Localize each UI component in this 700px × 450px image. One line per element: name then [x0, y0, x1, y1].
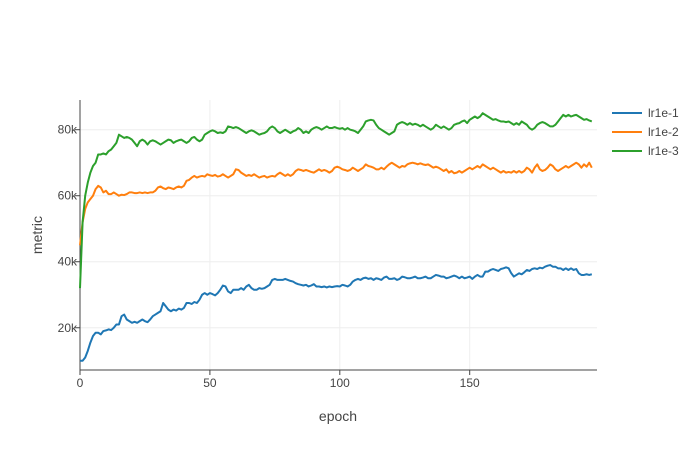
- legend-item-lr1e-2[interactable]: lr1e-2: [612, 125, 679, 139]
- x-axis-title: epoch: [319, 408, 357, 424]
- axes: 0 50 100 150 20k 40k 60k 80k: [58, 100, 597, 390]
- legend-label: lr1e-1: [648, 106, 679, 120]
- x-tick-label: 0: [77, 376, 84, 390]
- series-line-lr1e-1: [80, 264, 593, 362]
- y-axis-title: metric: [29, 216, 45, 254]
- series-lines: [79, 112, 593, 362]
- legend-item-lr1e-3[interactable]: lr1e-3: [612, 144, 679, 158]
- legend[interactable]: lr1e-1 lr1e-2 lr1e-3: [612, 106, 679, 158]
- series-line-lr1e-2: [79, 161, 593, 246]
- y-tick-label: 40k: [58, 255, 78, 269]
- x-tick-label: 50: [203, 376, 217, 390]
- y-tick-label: 80k: [58, 123, 78, 137]
- y-tick-label: 20k: [58, 321, 78, 335]
- grid-lines: [80, 100, 597, 370]
- legend-label: lr1e-3: [648, 144, 679, 158]
- legend-item-lr1e-1[interactable]: lr1e-1: [612, 106, 679, 120]
- legend-label: lr1e-2: [648, 125, 679, 139]
- x-tick-label: 150: [460, 376, 480, 390]
- series-line-lr1e-3: [79, 112, 593, 289]
- y-tick-label: 60k: [58, 189, 78, 203]
- x-tick-label: 100: [330, 376, 350, 390]
